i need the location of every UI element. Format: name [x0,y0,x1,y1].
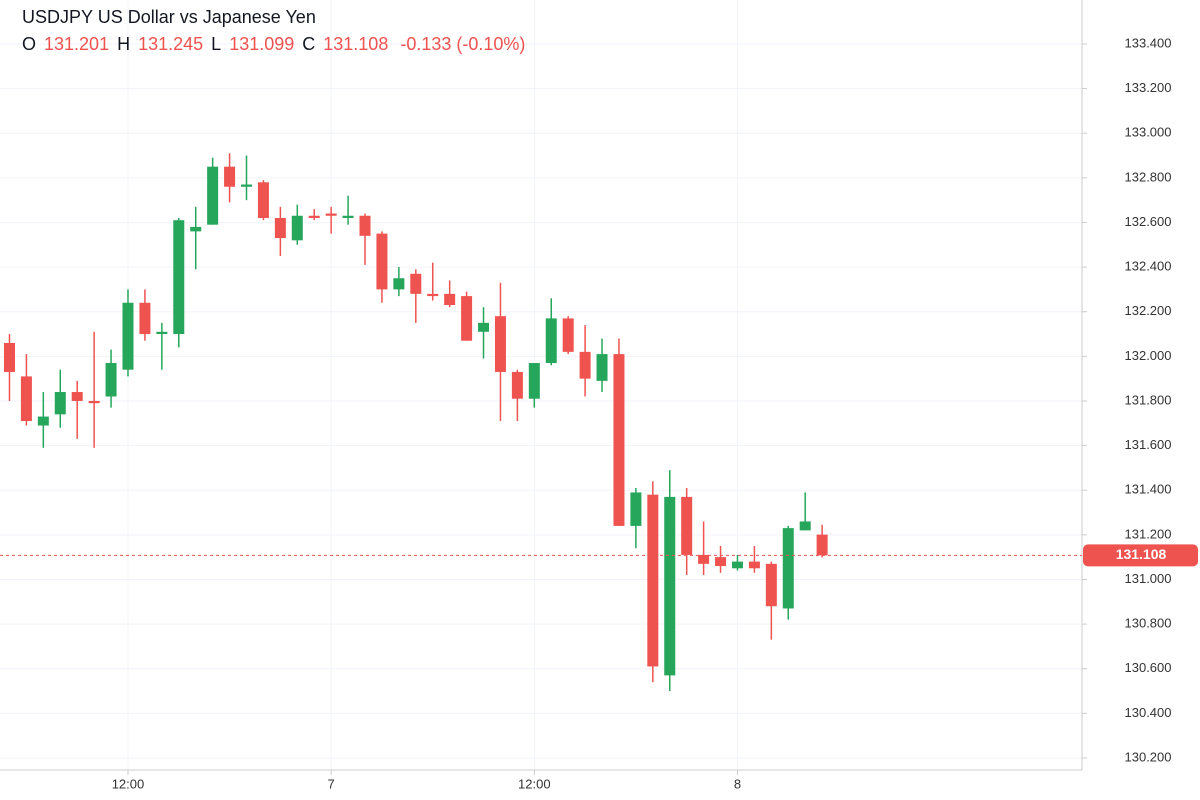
candle-body [681,496,693,555]
candle-body [698,554,710,564]
candle-body [3,342,15,372]
y-tick-label: 132.800 [1125,169,1172,184]
candle-body [88,400,100,404]
candle-body [308,215,320,218]
x-tick-label: 12:00 [112,776,145,791]
candle-body [241,184,253,187]
ohlc-value: 131.201 [44,34,109,54]
candle-body [816,534,828,556]
candle-body [224,166,236,187]
candle-body [664,496,676,676]
last-price-box [1083,544,1198,567]
candle-body [156,331,168,335]
ohlc-key: H [117,34,130,54]
candle-body [207,166,219,225]
candle-body [562,318,574,352]
candle-body [579,351,591,379]
x-tick-label: 8 [734,776,741,791]
candle-body [274,217,286,239]
candle-body [731,561,743,569]
y-tick-label: 131.400 [1125,482,1172,497]
ohlc-key: O [22,34,36,54]
y-tick-label: 132.400 [1125,259,1172,274]
candle-body [54,392,66,415]
ohlc-legend: O 131.201 H 131.245 L 131.099 C 131.108 -0.133 (… [22,34,525,54]
candle-body [630,492,642,526]
y-tick-label: 133.000 [1125,125,1172,140]
candle-body [511,371,523,399]
candle-body [461,296,473,341]
chart-title: USDJPY US Dollar vs Japanese Yen [22,7,316,27]
candle-body [528,363,540,399]
candle-body [376,233,388,290]
candle-body [494,316,506,372]
candle-body [393,278,405,290]
candle-body [342,215,354,218]
candle-body [291,215,303,241]
candle-body [190,226,202,232]
candle-body [715,557,727,567]
change-value: -0.133 (-0.10%) [400,34,525,54]
candle-body [173,220,185,335]
candle-body [37,416,49,426]
candle-body [139,302,151,335]
candle-body [545,318,557,364]
candle-body [782,528,794,609]
candle-body [325,213,337,216]
candle-body [20,376,32,422]
candle-body [596,354,608,381]
y-tick-label: 133.400 [1125,35,1172,50]
candle-body [410,273,422,294]
candle-body [105,363,117,397]
y-tick-label: 130.800 [1125,616,1172,631]
last-price-label: 131.108 [1116,546,1167,562]
y-tick-label: 133.200 [1125,80,1172,95]
ohlc-value: 131.245 [138,34,203,54]
y-tick-label: 130.400 [1125,705,1172,720]
ohlc-key: L [211,34,221,54]
candle-body [257,182,269,218]
y-tick-label: 131.200 [1125,526,1172,541]
x-tick-label: 12:00 [518,776,551,791]
ohlc-key: C [302,34,315,54]
candle-body [765,563,777,607]
y-tick-label: 130.600 [1125,660,1172,675]
candle-body [647,494,659,667]
candle-body [478,322,490,332]
candle-body [613,354,625,526]
ohlc-value: 131.108 [323,34,388,54]
candle-body [359,215,371,236]
candle-body [71,392,83,401]
candles [3,153,828,692]
grid [0,0,1082,770]
y-tick-label: 132.200 [1125,303,1172,318]
candle-body [748,561,760,569]
y-tick-label: 130.200 [1125,749,1172,764]
candle-body [427,293,439,297]
candle-body [444,293,456,306]
x-tick-label: 7 [328,776,335,791]
candle-body [799,521,811,531]
y-tick-label: 131.000 [1125,571,1172,586]
candle-body [122,302,134,370]
ohlc-value: 131.099 [229,34,294,54]
y-tick-label: 131.800 [1125,392,1172,407]
y-tick-label: 132.600 [1125,214,1172,229]
y-tick-label: 132.000 [1125,348,1172,363]
y-tick-label: 131.600 [1125,437,1172,452]
